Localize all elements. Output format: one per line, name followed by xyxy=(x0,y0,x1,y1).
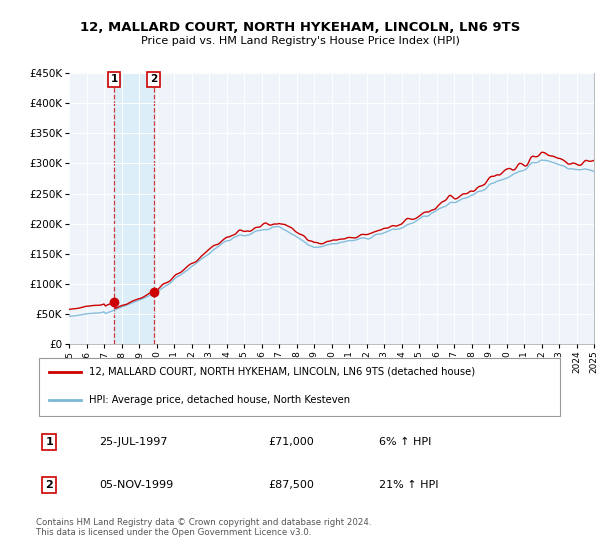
Text: HPI: Average price, detached house, North Kesteven: HPI: Average price, detached house, Nort… xyxy=(89,395,350,405)
Text: 12, MALLARD COURT, NORTH HYKEHAM, LINCOLN, LN6 9TS: 12, MALLARD COURT, NORTH HYKEHAM, LINCOL… xyxy=(80,21,520,34)
Text: 2: 2 xyxy=(46,480,53,491)
Text: 25-JUL-1997: 25-JUL-1997 xyxy=(100,437,168,447)
Text: 1: 1 xyxy=(110,74,118,84)
Text: 1: 1 xyxy=(46,437,53,447)
Text: Price paid vs. HM Land Registry's House Price Index (HPI): Price paid vs. HM Land Registry's House … xyxy=(140,36,460,46)
Text: 2: 2 xyxy=(150,74,157,84)
Text: £87,500: £87,500 xyxy=(268,480,314,491)
FancyBboxPatch shape xyxy=(38,358,560,416)
Text: 6% ↑ HPI: 6% ↑ HPI xyxy=(379,437,431,447)
Bar xyxy=(114,73,154,344)
Text: £71,000: £71,000 xyxy=(268,437,314,447)
Text: 12, MALLARD COURT, NORTH HYKEHAM, LINCOLN, LN6 9TS (detached house): 12, MALLARD COURT, NORTH HYKEHAM, LINCOL… xyxy=(89,367,475,377)
Text: 21% ↑ HPI: 21% ↑ HPI xyxy=(379,480,439,491)
Text: Contains HM Land Registry data © Crown copyright and database right 2024.
This d: Contains HM Land Registry data © Crown c… xyxy=(36,518,371,538)
Text: 05-NOV-1999: 05-NOV-1999 xyxy=(100,480,173,491)
